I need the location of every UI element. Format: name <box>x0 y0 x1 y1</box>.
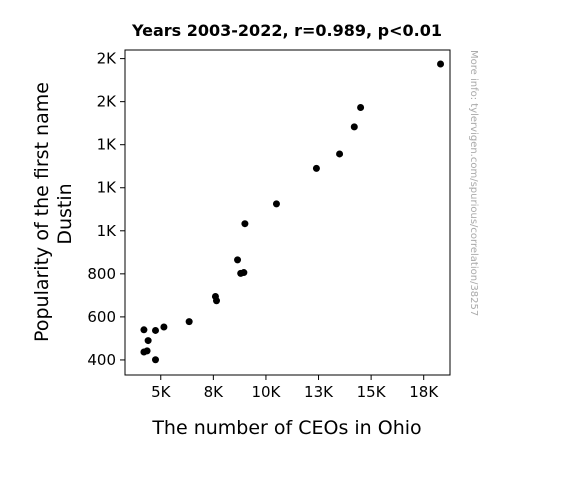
data-point <box>140 326 148 334</box>
y-tick-label: 1K <box>97 222 118 240</box>
data-point <box>152 326 160 334</box>
y-tick-label: 1K <box>97 179 118 197</box>
data-point <box>234 256 242 264</box>
y-tick-label: 600 <box>87 308 116 326</box>
data-point <box>144 337 152 345</box>
data-point <box>437 60 445 68</box>
data-point <box>143 347 151 355</box>
y-axis-label-line-1: Popularity of the first name <box>31 82 53 342</box>
x-tick-label: 10K <box>251 383 281 401</box>
data-point <box>272 200 280 208</box>
data-point <box>152 356 160 364</box>
x-axis: 5K 8K 10K 13K 15K 18K <box>151 375 439 401</box>
y-axis-label-line-2: Dustin <box>54 183 76 244</box>
data-point <box>160 323 168 331</box>
plot-area <box>124 49 451 376</box>
data-point <box>240 269 248 277</box>
data-points <box>140 60 445 364</box>
data-point <box>213 297 221 305</box>
data-point <box>357 103 365 111</box>
y-tick-label: 1K <box>97 136 118 154</box>
data-point <box>336 150 344 158</box>
x-tick-label: 13K <box>304 383 334 401</box>
x-axis-label: The number of CEOs in Ohio <box>151 417 421 439</box>
data-point <box>350 123 358 131</box>
chart-title: Years 2003-2022, r=0.989, p<0.01 <box>131 21 442 40</box>
x-tick-label: 15K <box>357 383 387 401</box>
y-axis: 400 600 800 1K 1K 1K 2K 2K <box>87 50 125 369</box>
y-tick-label: 400 <box>87 351 116 369</box>
data-point <box>185 318 193 326</box>
y-tick-label: 2K <box>97 50 118 68</box>
x-tick-label: 18K <box>409 383 439 401</box>
data-point <box>312 164 320 172</box>
x-tick-label: 8K <box>204 383 225 401</box>
y-tick-label: 2K <box>97 93 118 111</box>
data-point <box>241 220 249 228</box>
x-tick-label: 5K <box>151 383 172 401</box>
watermark-text: More info: tylervigen.com/spurious/corre… <box>468 50 479 316</box>
y-tick-label: 800 <box>87 265 116 283</box>
